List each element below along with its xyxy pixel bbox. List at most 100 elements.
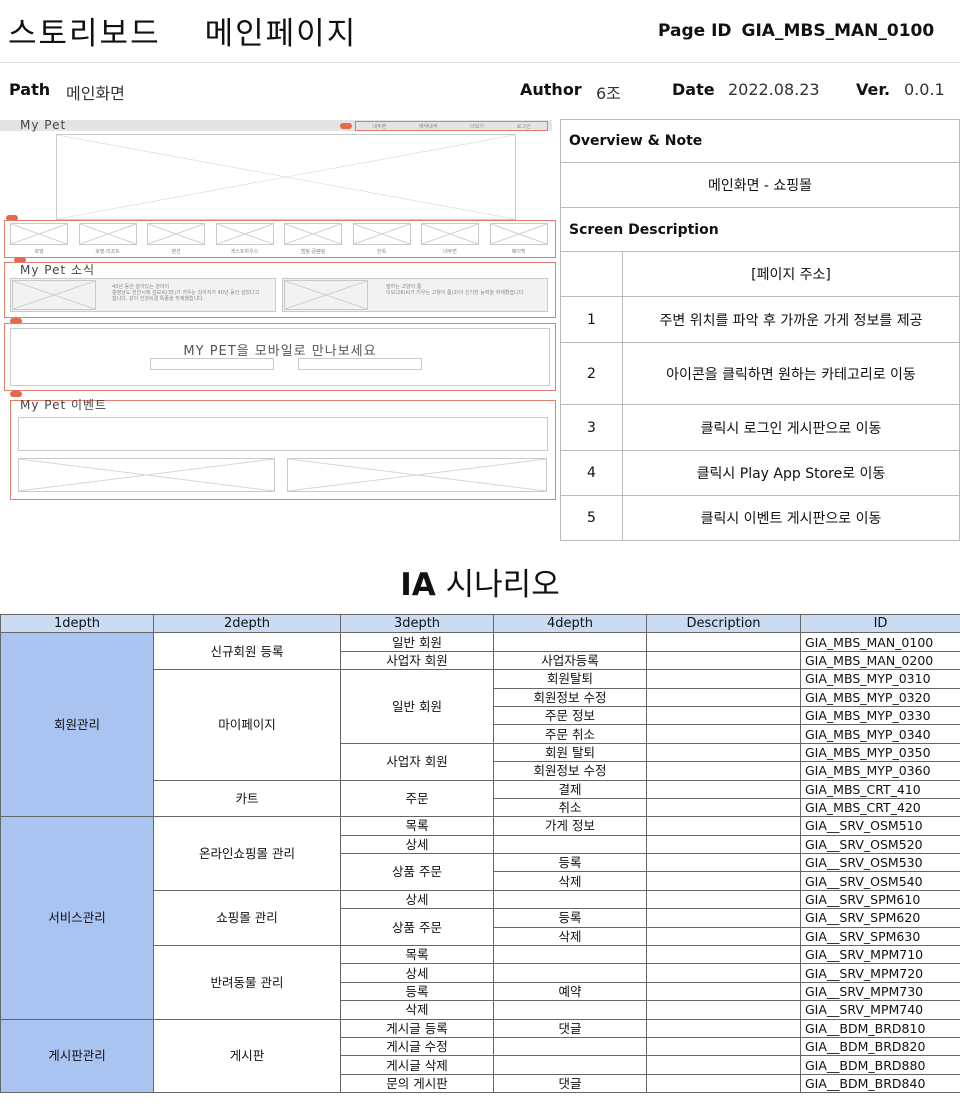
page-id: Page ID GIA_MBS_MAN_0100 bbox=[658, 21, 934, 41]
ia-description bbox=[646, 871, 801, 891]
wf-category-tile bbox=[489, 223, 548, 245]
ia-id: GIA_MBS_MAN_0100 bbox=[800, 632, 960, 652]
table-row: 게시판관리 게시판 게시글 등록 댓글 GIA__BDM_BRD810 bbox=[0, 1018, 960, 1094]
ia-3depth: 게시글 등록 bbox=[340, 1018, 494, 1038]
wf-category-label: 페이백 bbox=[511, 249, 526, 255]
wf-nav-item: 예약내역 bbox=[418, 123, 438, 130]
ia-4depth: 결제 bbox=[493, 779, 647, 799]
address-num-cell bbox=[560, 251, 623, 297]
desc-num: 4 bbox=[560, 450, 623, 496]
ia-4depth bbox=[493, 1000, 647, 1020]
ia-id: GIA__SRV_SPM610 bbox=[800, 889, 960, 910]
marker-5 bbox=[10, 391, 22, 397]
ia-description bbox=[646, 816, 801, 836]
ia-header-row: 1depth 2depth 3depth 4depth Description … bbox=[0, 613, 960, 634]
table-row: 회원정보 수정 GIA_MBS_MYP_0360 bbox=[1, 761, 960, 781]
ia-description bbox=[646, 779, 801, 799]
wf-category-label: 내주변 bbox=[443, 249, 457, 255]
ia-4depth: 댓글 bbox=[493, 1018, 647, 1038]
wf-category-label: 호텔·리조트 bbox=[95, 249, 120, 255]
ia-id: GIA_MBS_MYP_0350 bbox=[800, 742, 960, 763]
ia-description bbox=[646, 1018, 801, 1038]
storyboard-title: 스토리보드 메인페이지 bbox=[8, 8, 401, 53]
ia-4depth: 삭제 bbox=[493, 871, 647, 891]
ia-2depth: 신규회원 등록 bbox=[153, 632, 341, 671]
wf-news-headline: 40년 동안 살아있는 강아지 bbox=[112, 284, 170, 290]
wf-event-banner bbox=[18, 417, 548, 451]
wf-news-body: 충청남도 천안시에 김모씨(35)가 키우는 강아지가 40년 동안 살았다고 … bbox=[112, 290, 260, 302]
ia-description bbox=[646, 908, 801, 928]
screen-description-header: Screen Description bbox=[560, 207, 960, 252]
ia-description bbox=[646, 889, 801, 910]
ia-id: GIA__SRV_OSM520 bbox=[800, 834, 960, 855]
ia-4depth: 등록 bbox=[493, 853, 647, 873]
ia-col-header: 2depth bbox=[153, 613, 341, 634]
wf-category-tile bbox=[215, 223, 274, 245]
wf-category-label: 게스트하우스 bbox=[230, 249, 259, 255]
ia-description bbox=[646, 650, 801, 671]
table-row: 쇼핑몰 관리 상세 GIA__SRV_SPM610 bbox=[1, 889, 960, 947]
ia-3depth: 일반 회원 bbox=[340, 669, 494, 744]
ia-description bbox=[646, 632, 801, 652]
marker-1 bbox=[340, 123, 352, 129]
ia-description bbox=[646, 742, 801, 763]
path-label: Path bbox=[9, 80, 51, 99]
wf-event-card bbox=[287, 458, 547, 492]
ver-value: 0.0.1 bbox=[904, 80, 945, 99]
wf-category-label: 호텔 bbox=[34, 249, 44, 255]
table-row: 문의 게시판 댓글 GIA__BDM_BRD840 bbox=[1, 1073, 960, 1094]
ia-3depth: 게시글 삭제 bbox=[340, 1055, 494, 1075]
ia-3depth: 게시글 수정 bbox=[340, 1036, 494, 1057]
desc-num: 1 bbox=[560, 296, 623, 343]
page-address: [페이지 주소] bbox=[622, 251, 960, 297]
ia-id: GIA__BDM_BRD840 bbox=[800, 1073, 960, 1094]
ia-id: GIA__SRV_MPM720 bbox=[800, 963, 960, 983]
wf-event-title: My Pet 이벤트 bbox=[20, 398, 108, 412]
ia-2depth: 반려동물 관리 bbox=[153, 945, 341, 1020]
table-row: 상세 GIA__SRV_MPM720 bbox=[1, 963, 960, 983]
ia-3depth: 상품 주문 bbox=[340, 853, 494, 891]
ia-id: GIA_MBS_MYP_0320 bbox=[800, 687, 960, 707]
ia-id: GIA_MBS_CRT_420 bbox=[800, 797, 960, 818]
desc-text: 클릭시 이벤트 게시판으로 이동 bbox=[622, 495, 960, 541]
ia-2depth: 게시판 bbox=[153, 1018, 341, 1094]
ia-description bbox=[646, 926, 801, 947]
desc-text: 클릭시 Play App Store로 이동 bbox=[622, 450, 960, 496]
ia-description bbox=[646, 834, 801, 855]
ia-id: GIA_MBS_MAN_0200 bbox=[800, 650, 960, 671]
title-main-page: 메인페이지 bbox=[204, 16, 358, 52]
overview-text: 메인화면 - 쇼핑몰 bbox=[560, 162, 960, 208]
table-row: 상품 주문 등록 GIA__SRV_SPM620 bbox=[1, 908, 960, 947]
wf-category-row bbox=[4, 220, 556, 258]
wireframe-brand: My Pet bbox=[20, 118, 67, 132]
ia-id: GIA__SRV_OSM510 bbox=[800, 816, 960, 836]
ver-label: Ver. bbox=[856, 80, 891, 99]
wf-nav-item: 더보기 bbox=[470, 123, 484, 130]
ia-description bbox=[646, 724, 801, 744]
wf-news-thumb bbox=[284, 280, 368, 310]
desc-num: 5 bbox=[560, 495, 623, 541]
table-row: 서비스관리 온라인쇼핑몰 관리 목록 가게 정보 GIA__SRV_OSM510 bbox=[0, 816, 960, 1020]
wf-nav-item: 로그인 bbox=[516, 123, 531, 130]
wf-hero-image bbox=[56, 134, 516, 220]
ia-4depth: 회원정보 수정 bbox=[493, 761, 647, 781]
ia-4depth: 회원정보 수정 bbox=[493, 687, 647, 707]
ia-4depth bbox=[493, 632, 647, 652]
ia-table: 1depth 2depth 3depth 4depth Description … bbox=[0, 613, 960, 1094]
ia-id: GIA__BDM_BRD820 bbox=[800, 1036, 960, 1057]
title-storyboard: 스토리보드 bbox=[8, 16, 161, 52]
table-row: 게시글 삭제 GIA__BDM_BRD880 bbox=[1, 1055, 960, 1075]
table-row: 마이페이지 일반 회원 회원탈퇴 GIA_MBS_MYP_0310 bbox=[1, 669, 960, 781]
ia-description bbox=[646, 1036, 801, 1057]
marker-2 bbox=[6, 215, 18, 221]
ia-title-bold: IA bbox=[400, 567, 436, 603]
ia-3depth: 상품 주문 bbox=[340, 908, 494, 947]
ia-id: GIA__SRV_MPM710 bbox=[800, 945, 960, 965]
table-row: 상세 GIA__SRV_OSM520 bbox=[1, 834, 960, 855]
ia-description bbox=[646, 1073, 801, 1094]
ia-2depth: 온라인쇼핑몰 관리 bbox=[153, 816, 341, 891]
wireframe-nav: 내주변 예약내역 더보기 로그인 bbox=[355, 121, 548, 131]
ia-3depth: 등록 bbox=[340, 981, 494, 1002]
ia-id: GIA__SRV_OSM530 bbox=[800, 853, 960, 873]
marker-3 bbox=[14, 257, 26, 263]
